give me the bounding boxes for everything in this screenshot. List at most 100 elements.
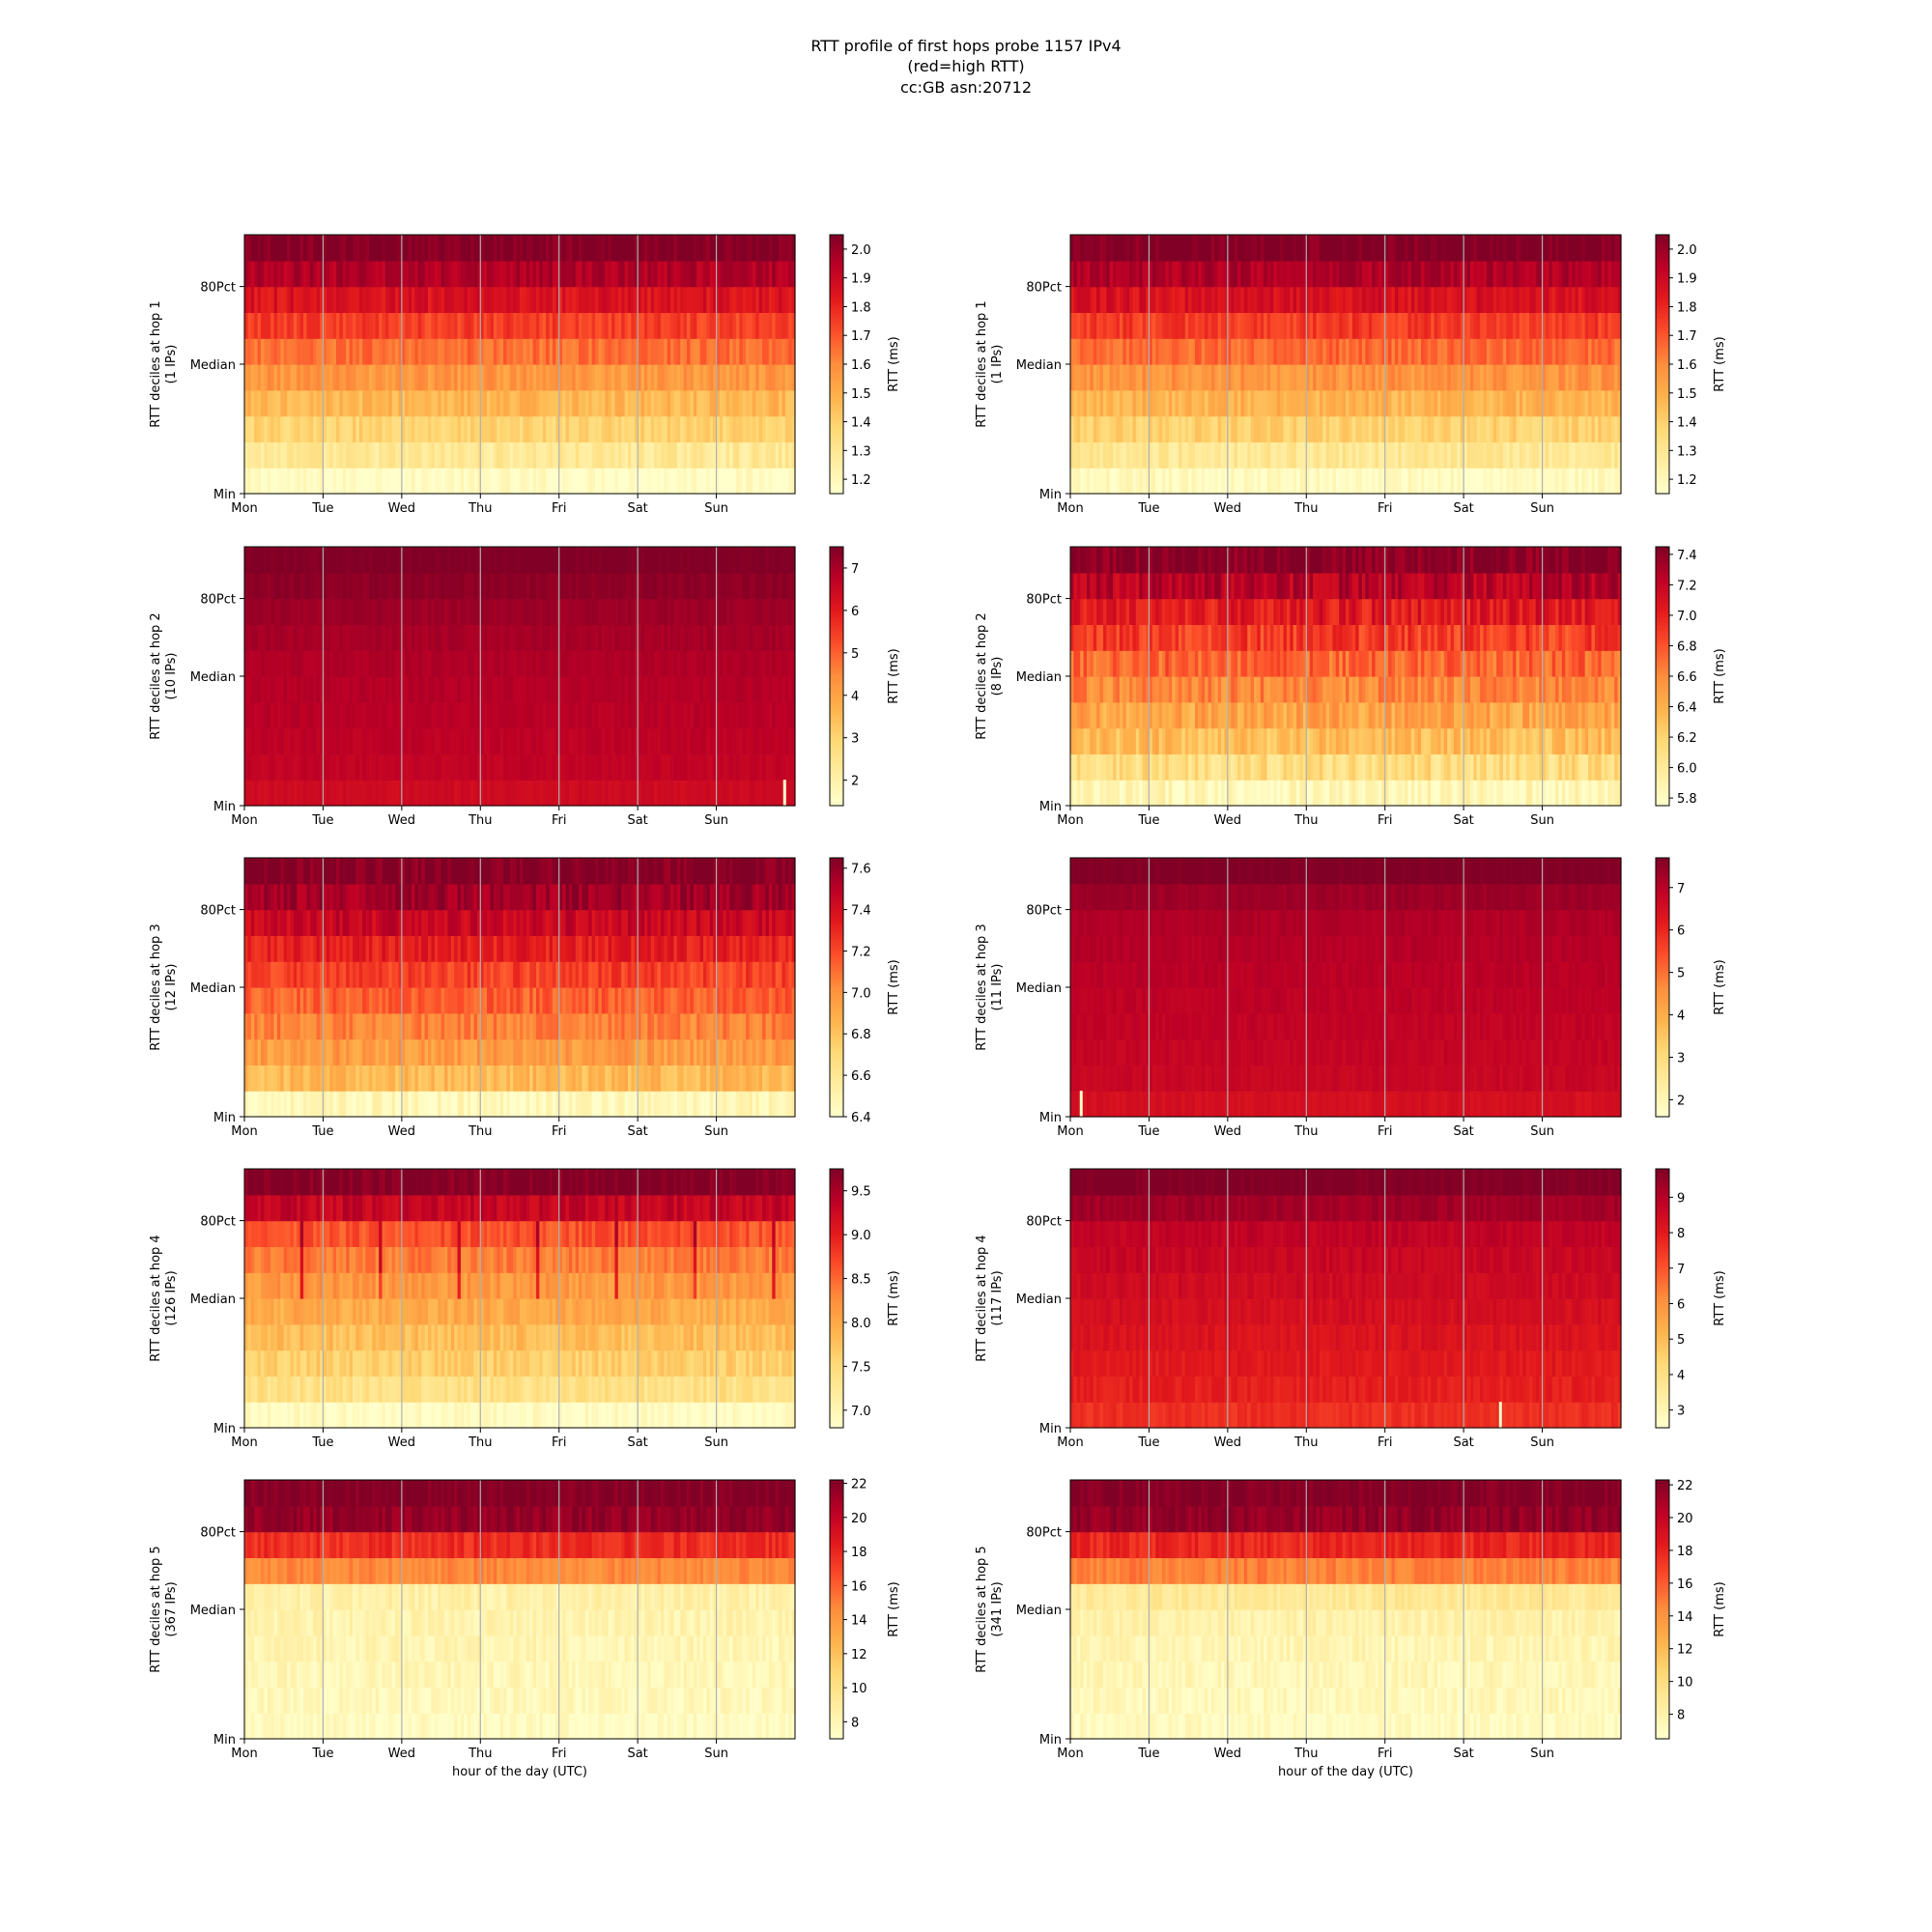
- heatmap-cell: [306, 312, 311, 339]
- heatmap-cell: [755, 364, 760, 391]
- heatmap-cell: [1577, 364, 1582, 391]
- heatmap-cell: [520, 312, 524, 339]
- heatmap-cell: [388, 468, 393, 495]
- heatmap-cell: [680, 415, 685, 442]
- heatmap-cell: [572, 312, 577, 339]
- heatmap-cell: [499, 701, 504, 729]
- heatmap-cell: [552, 468, 556, 495]
- heatmap-cell: [735, 415, 740, 442]
- heatmap-cell: [1142, 468, 1147, 495]
- heatmap-cell: [1577, 286, 1582, 313]
- heatmap-cell: [490, 753, 495, 781]
- heatmap-cell: [562, 364, 567, 391]
- heatmap-cell: [1119, 260, 1123, 288]
- heatmap-cell: [523, 650, 527, 677]
- heatmap-cell: [267, 415, 271, 442]
- heatmap-cell: [1269, 260, 1274, 288]
- heatmap-cell: [1119, 441, 1123, 469]
- heatmap-cell: [329, 468, 334, 495]
- heatmap-cell: [408, 338, 412, 365]
- heatmap-cells: [1070, 235, 1622, 495]
- heatmap-cell: [650, 676, 655, 703]
- heatmap-cell: [421, 780, 426, 807]
- heatmap-cell: [1407, 389, 1412, 417]
- heatmap-cell: [752, 468, 756, 495]
- heatmap-cell: [487, 468, 492, 495]
- heatmap-cell: [1440, 338, 1445, 365]
- heatmap-cell: [1591, 468, 1596, 495]
- heatmap-cell: [470, 415, 475, 442]
- heatmap-cell: [1096, 338, 1101, 365]
- heatmap-cell: [1440, 312, 1445, 339]
- heatmap-cell: [614, 676, 619, 703]
- heatmap-cell: [1119, 364, 1123, 391]
- heatmap-cell: [1210, 312, 1215, 339]
- heatmap-cell: [244, 364, 248, 391]
- heatmap-cell: [384, 624, 389, 651]
- heatmap-cell: [779, 415, 783, 442]
- heatmap-cell: [523, 235, 527, 262]
- heatmap-cell: [631, 441, 636, 469]
- heatmap-cell: [1522, 468, 1527, 495]
- heatmap-cell: [309, 364, 314, 391]
- heatmap-cell: [408, 468, 412, 495]
- heatmap-cell: [591, 780, 596, 807]
- heatmap-cell: [1522, 260, 1527, 288]
- heatmap-cell: [283, 441, 288, 469]
- heatmap-cell: [706, 364, 711, 391]
- heatmap-cell: [627, 260, 632, 288]
- heatmap-cell: [513, 624, 518, 651]
- y-tick-label: Median: [190, 358, 236, 373]
- heatmap-cell: [372, 389, 377, 417]
- heatmap-cell: [513, 415, 518, 442]
- heatmap-cell: [1132, 338, 1137, 365]
- heatmap-cell: [664, 312, 668, 339]
- heatmap-cell: [352, 338, 356, 365]
- heatmap-cell: [683, 338, 688, 365]
- heatmap-cell: [650, 235, 655, 262]
- heatmap-cell: [1394, 338, 1399, 365]
- heatmap-cell: [1293, 260, 1297, 288]
- heatmap-cell: [605, 389, 610, 417]
- heatmap-cell: [719, 727, 724, 754]
- heatmap-cell: [696, 364, 701, 391]
- heatmap-cell: [775, 260, 780, 288]
- heatmap-cell: [434, 364, 439, 391]
- heatmap-cell: [375, 727, 380, 754]
- heatmap-cell: [260, 598, 265, 625]
- heatmap-cell: [781, 468, 786, 495]
- y-axis-label: (1 IPs): [990, 345, 1005, 384]
- heatmap-cell: [598, 312, 603, 339]
- heatmap-cell: [368, 441, 373, 469]
- heatmap-cell: [775, 598, 780, 625]
- heatmap-cell: [499, 312, 504, 339]
- heatmap-cell: [775, 624, 780, 651]
- heatmap-cell: [1545, 415, 1549, 442]
- heatmap-cell: [775, 727, 780, 754]
- heatmap-cell: [634, 338, 639, 365]
- heatmap-cell: [431, 338, 436, 365]
- heatmap-cell: [784, 441, 789, 469]
- heatmap-cell: [503, 338, 508, 365]
- heatmap-cell: [1325, 235, 1330, 262]
- heatmap-cell: [614, 364, 619, 391]
- heatmap-cell: [683, 650, 688, 677]
- heatmap-cell: [293, 364, 298, 391]
- heatmap-cell: [384, 701, 389, 729]
- heatmap-cell: [542, 338, 547, 365]
- heatmap-cell: [440, 312, 445, 339]
- heatmap-cell: [1349, 468, 1353, 495]
- heatmap-cell: [758, 364, 763, 391]
- heatmap-cell: [1431, 338, 1435, 365]
- heatmap-cell: [1155, 338, 1160, 365]
- heatmap-cell: [614, 701, 619, 729]
- x-tick-label: Sat: [627, 501, 647, 516]
- heatmap-cell: [247, 286, 252, 313]
- heatmap-cell: [693, 364, 697, 391]
- heatmap-cell: [1499, 260, 1504, 288]
- heatmap-cell: [647, 364, 652, 391]
- heatmap-cell: [1155, 235, 1160, 262]
- heatmap-cell: [244, 312, 248, 339]
- heatmap-cell: [273, 415, 278, 442]
- heatmap-cell: [1499, 415, 1504, 442]
